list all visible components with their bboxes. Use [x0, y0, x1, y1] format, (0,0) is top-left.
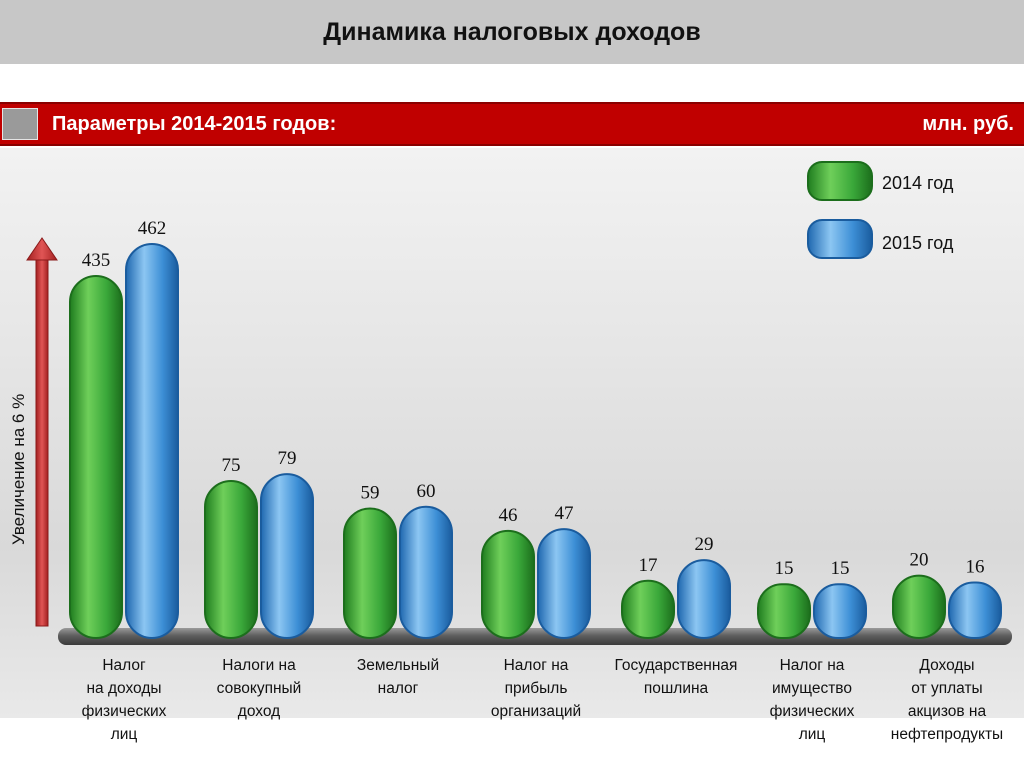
category-label-5: Налог на имущество физических лиц	[770, 657, 855, 743]
category-label-line: прибыль	[505, 680, 568, 697]
bar-2014-cat-4	[621, 579, 675, 640]
category-label-line: совокупный	[217, 680, 302, 697]
value-label-2014-cat-3: 46	[499, 505, 518, 526]
value-label-2015-cat-1: 79	[278, 448, 297, 469]
bar-2015-cat-4	[677, 559, 731, 639]
category-label-line: налог	[378, 680, 419, 697]
bar-2014-cat-0	[69, 275, 123, 639]
value-label-2015-cat-3: 47	[555, 503, 574, 524]
value-label-2014-cat-4: 17	[639, 555, 658, 576]
bar-2015-cat-5	[813, 583, 867, 640]
category-label-line: акцизов на	[908, 703, 987, 720]
gray-square	[2, 108, 38, 140]
category-label-line: пошлина	[644, 680, 709, 697]
value-label-2015-cat-4: 29	[695, 534, 714, 555]
bar-2015-cat-6	[948, 581, 1002, 639]
category-label-line: Государственная	[615, 657, 738, 674]
bar-2015-cat-1	[260, 473, 314, 639]
title-bar: Динамика налоговых доходов	[0, 0, 1024, 64]
category-label-line: имущество	[772, 680, 852, 697]
category-label-line: доход	[238, 703, 280, 720]
category-label-line: Земельный	[357, 657, 439, 674]
category-label-line: нефтепродукты	[891, 726, 1003, 743]
category-label-6: Доходы от уплаты акцизов на нефтепродукты	[891, 657, 1003, 743]
value-label-2014-cat-1: 75	[222, 455, 241, 476]
increase-note: Увеличение на 6 %	[9, 394, 28, 545]
category-label-line: лиц	[799, 726, 826, 743]
category-label-4: Государственная пошлина	[615, 657, 738, 697]
bar-2015-cat-0	[125, 243, 179, 639]
value-label-2014-cat-5: 15	[775, 558, 794, 579]
value-label-2015-cat-5: 15	[831, 558, 850, 579]
value-label-2015-cat-2: 60	[417, 481, 436, 502]
category-label-line: Налоги на	[222, 657, 296, 674]
bar-2014-cat-5	[757, 583, 811, 640]
increase-arrow	[26, 237, 58, 627]
category-label-line: Налог на	[504, 657, 569, 674]
bar-2015-cat-2	[399, 505, 453, 639]
legend-swatch-2014	[807, 161, 873, 201]
category-label-line: Налог	[102, 657, 146, 674]
bars-group	[69, 243, 1002, 640]
category-label-0: Налог на доходы физических лиц	[82, 657, 167, 743]
bar-2014-cat-2	[343, 507, 397, 639]
bar-2015-cat-3	[537, 528, 591, 639]
category-label-line: лиц	[111, 726, 138, 743]
chart-base	[58, 628, 1012, 645]
category-label-line: физических	[82, 703, 167, 720]
value-label-2014-cat-0: 435	[82, 250, 111, 271]
category-label-line: Налог на	[780, 657, 845, 674]
category-label-2: Земельный налог	[357, 657, 439, 697]
units-label: млн. руб.	[922, 113, 1014, 135]
params-bar: Параметры 2014-2015 годов: млн. руб.	[0, 102, 1024, 146]
bar-2014-cat-6	[892, 574, 946, 639]
value-label-2014-cat-2: 59	[361, 483, 380, 504]
category-label-line: физических	[770, 703, 855, 720]
bar-2014-cat-3	[481, 529, 535, 640]
category-label-1: Налоги на совокупный доход	[217, 657, 302, 720]
value-label-2015-cat-0: 462	[138, 218, 167, 239]
legend-label-2015: 2015 год	[882, 233, 954, 253]
params-label: Параметры 2014-2015 годов:	[52, 113, 337, 135]
category-label-line: от уплаты	[911, 680, 982, 697]
legend: 2014 год 2015 год	[807, 161, 954, 259]
value-label-2014-cat-6: 20	[910, 550, 929, 571]
bar-2014-cat-1	[204, 480, 258, 639]
legend-label-2014: 2014 год	[882, 173, 954, 193]
category-labels-group: Налог на доходы физических лиц Налоги на сово…	[82, 657, 1004, 743]
value-label-2015-cat-6: 16	[966, 556, 985, 577]
page-title: Динамика налоговых доходов	[323, 17, 701, 46]
category-label-line: организаций	[491, 703, 581, 720]
legend-swatch-2015	[807, 219, 873, 259]
category-label-line: на доходы	[86, 680, 161, 697]
value-labels-group: 435 75 59 46 17 15 20 462 79 60 47 29 15 16	[82, 218, 985, 579]
category-label-3: Налог на прибыль организаций	[491, 657, 581, 720]
category-label-line: Доходы	[919, 657, 974, 674]
